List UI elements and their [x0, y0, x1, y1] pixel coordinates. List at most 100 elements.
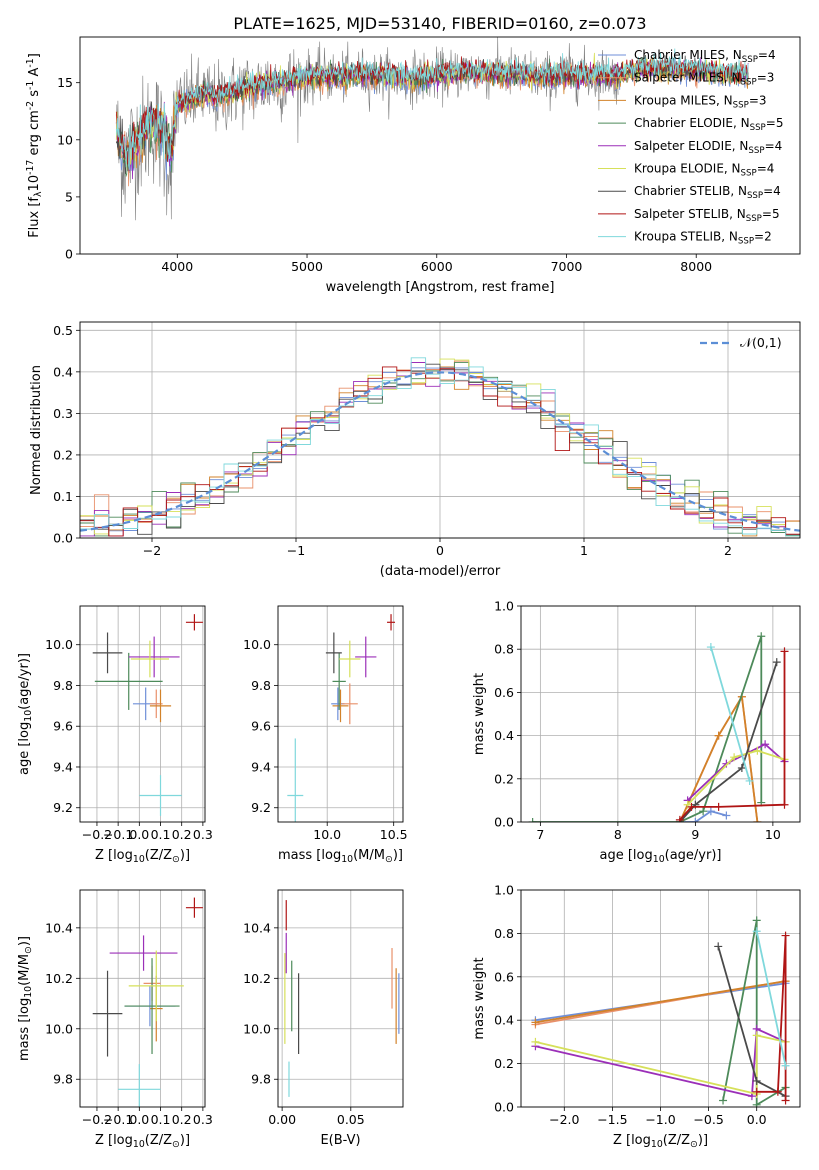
error-bar-point	[94, 652, 163, 710]
y-axis-label: Flux [fλ10-17 erg cm-2 s-1 A-1]	[25, 53, 44, 238]
panel-residuals: −2 −1 0 1 2 0.0 0.1 0.2 0.3 0.4 0.5 (data-model)/er…	[29, 321, 801, 579]
mass-weight-marker	[772, 658, 781, 667]
x-axis-label: (data-model)/error	[380, 564, 501, 579]
error-bar-point	[92, 632, 123, 674]
y-tick-label: 9.2	[251, 800, 271, 815]
x-tick-label: 0.2	[172, 827, 192, 842]
y-tick-label: 0.8	[494, 926, 514, 941]
histogram-step-line	[80, 366, 800, 537]
mass-weight-marker	[752, 1031, 761, 1040]
y-tick-label: 9.6	[53, 719, 73, 734]
error-bar-point	[139, 775, 182, 816]
plot-area	[92, 897, 203, 1107]
mass-weight-marker	[706, 807, 715, 816]
y-tick-label: 0.6	[494, 685, 514, 700]
panel-mass-weight-vs-age: 7 8 9 10 0.0 0.2 0.4 0.6 0.8 1.0 age [log10(age/yr…	[472, 599, 801, 865]
mass-weight-marker	[528, 818, 537, 822]
model-spectrum-line	[115, 48, 749, 170]
x-tick-label: 0.3	[193, 827, 213, 842]
error-bar-point	[185, 614, 203, 631]
figure-title: PLATE=1625, MJD=53140, FIBERID=0160, z=0…	[233, 14, 646, 33]
axes-frame	[277, 605, 404, 823]
plot-area	[115, 37, 749, 221]
x-tick-label: 7000	[551, 259, 583, 274]
y-tick-label: 10	[57, 132, 73, 147]
mass-weight-marker	[781, 1061, 790, 1070]
mass-weight-marker	[781, 1096, 790, 1105]
y-tick-label: 10.4	[45, 920, 73, 935]
mass-weight-marker	[714, 731, 723, 740]
x-tick-label: 0.00	[268, 1112, 296, 1127]
x-axis-label: Z [log10(Z/Z⊙)]	[613, 1133, 708, 1150]
legend-label: Chabrier ELODIE, NSSP=5	[634, 116, 783, 133]
panel-spectrum: 4000 5000 6000 7000 8000 0 5 10 15 wavelength [An…	[25, 36, 801, 295]
mass-weight-line	[755, 931, 787, 1066]
mass-weight-marker	[753, 746, 762, 755]
y-tick-label: 9.8	[53, 1072, 73, 1087]
error-bar-point	[325, 632, 342, 674]
x-tick-label: 8000	[680, 259, 712, 274]
error-bar-point	[130, 640, 169, 678]
legend-label: Salpeter STELIB, NSSP=5	[634, 207, 780, 224]
x-tick-label: −0.1	[103, 1112, 133, 1127]
mass-weight-marker	[780, 800, 789, 809]
x-tick-label: −0.2	[82, 1112, 112, 1127]
mass-weight-marker	[687, 802, 696, 811]
mass-weight-marker	[752, 1100, 761, 1107]
x-tick-label: −2	[143, 543, 161, 558]
mass-weight-marker	[773, 1087, 782, 1096]
legend-label: Chabrier STELIB, NSSP=4	[634, 184, 781, 201]
x-tick-label: 0.1	[151, 1112, 171, 1127]
mass-weight-marker	[675, 815, 684, 822]
legend-label: Kroupa ELODIE, NSSP=4	[634, 162, 774, 179]
mass-weight-series	[675, 647, 789, 822]
y-tick-label: 5	[65, 189, 73, 204]
legend: Chabrier MILES, NSSP=4 Salpeter MILES, NS…	[598, 48, 783, 247]
y-tick-label: 0.0	[494, 815, 514, 830]
x-tick-label: −0.1	[103, 827, 133, 842]
mass-weight-line	[679, 810, 727, 822]
histogram-step-line	[80, 357, 800, 537]
mass-weight-line	[535, 1027, 786, 1098]
mass-weight-series	[528, 632, 766, 822]
panel-mass-weight-vs-Z: −2.0 −1.5 −1.0 −0.5 0.0 0.0 0.2 0.4 0.6 0.8 1.0 Z […	[472, 883, 801, 1150]
normal-reference-curve	[80, 371, 800, 532]
legend-label: Salpeter ELODIE, NSSP=4	[634, 139, 782, 156]
plot-area	[531, 916, 790, 1107]
y-tick-label: 0.2	[494, 771, 514, 786]
y-tick-label: 10.2	[243, 971, 271, 986]
legend-label: Chabrier MILES, NSSP=4	[634, 48, 776, 65]
legend: 𝒩(0,1)	[700, 335, 782, 350]
y-tick-label: 9.6	[251, 719, 271, 734]
plot-area	[528, 632, 789, 822]
error-bar-point	[185, 897, 203, 918]
y-axis-label: Normed distribution	[29, 365, 44, 495]
mass-weight-line	[722, 920, 787, 1107]
mass-weight-marker	[752, 1087, 761, 1096]
y-tick-label: 10.0	[243, 637, 271, 652]
mass-weight-marker	[737, 764, 746, 772]
panel-mass-vs-Z: −0.2−0.10.0 0.1 0.2 0.3 9.8 10.0 10.2 10.4 Z [lo…	[17, 889, 213, 1150]
mass-weight-marker	[531, 1018, 540, 1027]
x-tick-label: −0.5	[693, 1112, 723, 1127]
y-tick-label: 0.4	[494, 1013, 514, 1028]
mass-weight-marker	[714, 942, 723, 951]
y-tick-label: 1.0	[494, 599, 514, 614]
x-tick-label: 5000	[291, 259, 323, 274]
mass-weight-line	[532, 635, 763, 822]
x-tick-label: 9	[691, 827, 699, 842]
mass-weight-marker	[753, 818, 762, 822]
legend-label: Kroupa MILES, NSSP=3	[634, 93, 767, 110]
x-tick-label: 10.5	[380, 827, 408, 842]
y-tick-label: 10.0	[45, 637, 73, 652]
x-tick-label: −2.0	[549, 1112, 579, 1127]
plot-area	[284, 900, 400, 1097]
mass-weight-marker	[699, 807, 708, 816]
mass-weight-marker	[714, 802, 723, 811]
x-tick-label: 0.0	[747, 1112, 767, 1127]
x-tick-label: 0.0	[129, 1112, 149, 1127]
mass-weight-series	[752, 927, 790, 1070]
y-tick-label: 9.8	[53, 678, 73, 693]
mass-weight-marker	[752, 916, 761, 925]
y-tick-label: 9.2	[53, 800, 73, 815]
